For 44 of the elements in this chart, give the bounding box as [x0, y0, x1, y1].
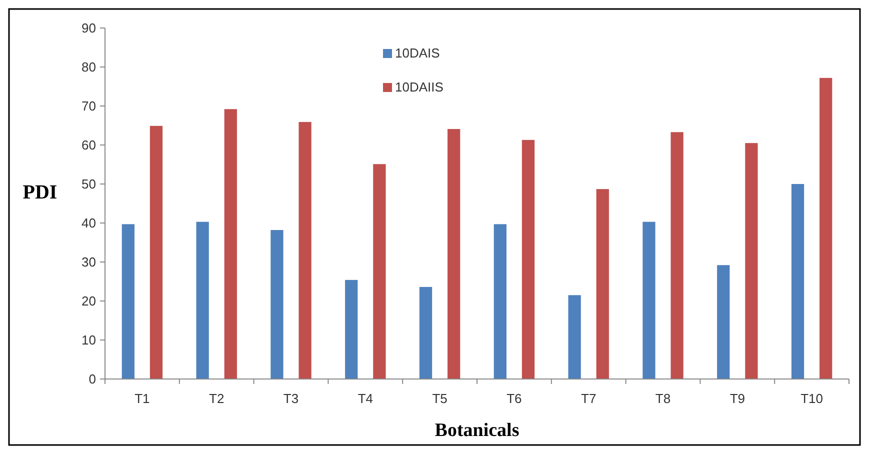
bar: [670, 132, 684, 379]
bar: [791, 184, 804, 379]
y-tick-label: 90: [82, 20, 96, 36]
bar: [224, 109, 237, 379]
x-tick-label: T1: [134, 391, 150, 406]
y-tick-label: 50: [82, 176, 96, 192]
bar: [717, 265, 730, 379]
x-tick-label: T9: [730, 391, 745, 406]
bar: [494, 224, 506, 379]
y-tick-label: 40: [82, 216, 96, 231]
x-tick-label: T7: [581, 391, 596, 406]
bar: [745, 143, 758, 379]
bar: [345, 280, 358, 379]
bar: [373, 164, 386, 379]
y-tick-label: 10: [82, 332, 96, 348]
bar: [298, 122, 312, 379]
bar: [196, 222, 209, 379]
x-axis-title: Botanicals: [434, 420, 520, 441]
y-tick-label: 60: [82, 138, 96, 153]
bar: [642, 222, 656, 379]
bar: [270, 230, 284, 379]
bar: [820, 78, 832, 379]
y-tick-label: 30: [82, 254, 96, 270]
x-tick-label: T5: [432, 391, 448, 406]
x-tick-label: T4: [358, 391, 373, 406]
y-tick-label: 0: [88, 372, 96, 387]
x-tick-label: T2: [209, 391, 224, 406]
bar: [568, 295, 581, 379]
x-tick-label: T3: [283, 391, 299, 406]
bar: [448, 129, 460, 379]
bar: [150, 126, 163, 379]
x-tick-label: T10: [800, 391, 824, 406]
bar: [419, 286, 432, 379]
y-axis-title: PDI: [22, 182, 58, 204]
x-tick-label: T6: [506, 391, 522, 406]
bar: [122, 224, 134, 379]
y-tick-label: 80: [82, 60, 96, 75]
legend-label: 10DAIS: [395, 46, 440, 61]
y-tick-label: 70: [82, 98, 96, 114]
y-tick-label: 20: [82, 294, 96, 309]
bar: [596, 189, 609, 379]
bar: [522, 140, 535, 379]
x-tick-label: T8: [655, 391, 671, 406]
legend-label: 10DAIIS: [395, 80, 444, 95]
